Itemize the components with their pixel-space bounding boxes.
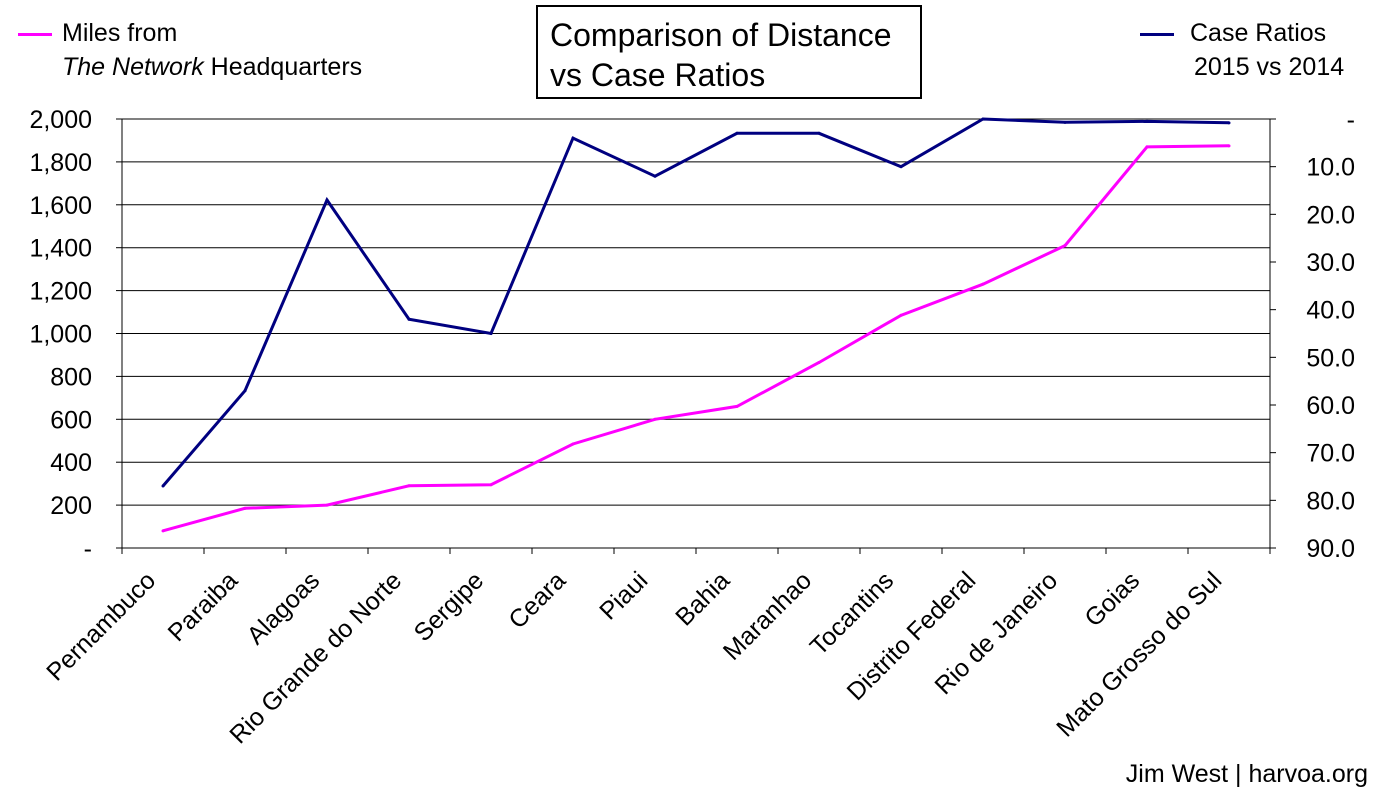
chart-title-box: Comparison of Distance vs Case Ratios: [536, 5, 922, 99]
case-ratios-data-point: [981, 117, 985, 121]
right-axis-tick-label: 30.0: [1306, 249, 1355, 277]
miles-data-point: [981, 282, 985, 286]
chart-title-line-2: vs Case Ratios: [550, 57, 766, 93]
right-axis-tick-label: 60.0: [1306, 392, 1355, 420]
legend-case-ratios: Case Ratios 2015 vs 2014: [1140, 16, 1370, 86]
credit-text: Jim West | harvoa.org: [1125, 760, 1368, 788]
left-axis-tick-label: 1,400: [29, 235, 92, 263]
right-axis-tick-label: 50.0: [1306, 344, 1355, 372]
miles-data-point: [325, 503, 329, 507]
legend-miles-rest: Headquarters: [203, 53, 363, 81]
left-axis-tick-label: 400: [50, 449, 92, 477]
left-axis-tick-label: 1,000: [29, 321, 92, 349]
case-ratios-data-point: [899, 165, 903, 169]
miles-data-point: [1063, 244, 1067, 248]
x-axis-category-label: Alagoas: [242, 566, 326, 650]
legend-miles-italic: The Network: [62, 53, 204, 81]
left-axis-tick-label: 2,000: [29, 106, 92, 134]
x-axis-category-label: Ceara: [503, 566, 571, 634]
chart-title-line-1: Comparison of Distance: [550, 17, 892, 53]
right-axis-tick-label: 10.0: [1306, 154, 1355, 182]
case-ratios-data-point: [407, 317, 411, 321]
case-ratios-data-point: [817, 131, 821, 135]
case-ratios-series-line: [161, 117, 1230, 487]
right-axis-tick-label: -: [1347, 106, 1355, 134]
x-axis-category-label: Sergipe: [409, 566, 490, 647]
legend-case-ratios-line-1: Case Ratios: [1190, 19, 1327, 47]
right-axis-tick-label: 80.0: [1306, 487, 1355, 515]
miles-data-point: [489, 483, 493, 487]
miles-series-line: [162, 144, 1230, 533]
left-axis-tick-label: 1,800: [29, 149, 92, 177]
legend-miles-line-1: Miles from: [62, 19, 178, 47]
miles-data-point: [817, 360, 821, 364]
case-ratios-data-point: [571, 136, 575, 140]
miles-data-point: [653, 417, 657, 421]
legend-miles-swatch: [18, 33, 52, 36]
case-ratios-data-point: [1227, 121, 1231, 125]
legend-case-ratios-swatch: [1140, 33, 1174, 36]
left-axis-tick-label: 1,200: [29, 278, 92, 306]
case-ratios-data-point: [1145, 119, 1149, 123]
miles-data-point: [899, 313, 903, 317]
right-axis-tick-label: 90.0: [1306, 535, 1355, 563]
miles-data-point: [1145, 145, 1149, 149]
right-axis-tick-label: 20.0: [1306, 201, 1355, 229]
x-axis-category-label: Piaui: [594, 566, 653, 625]
case-ratios-data-point: [325, 198, 329, 202]
legend-miles: Miles from The Network Headquarters: [18, 16, 408, 86]
x-axis-category-label: Paraiba: [163, 566, 244, 647]
left-axis-tick-label: 800: [50, 363, 92, 391]
case-ratios-data-point: [161, 484, 165, 488]
left-axis-tick-label: 1,600: [29, 192, 92, 220]
case-ratios-data-point: [735, 131, 739, 135]
case-ratios-data-point: [243, 389, 247, 393]
miles-data-point: [161, 529, 165, 533]
x-axis-category-label: Mato Grosso do Sul: [1051, 566, 1227, 742]
legend-case-ratios-line-2: 2015 vs 2014: [1194, 53, 1345, 81]
right-axis-tick-label: 40.0: [1306, 297, 1355, 325]
miles-data-point: [407, 484, 411, 488]
miles-data-point: [243, 506, 247, 510]
x-axis-category-label: Bahia: [670, 566, 735, 631]
right-axis-tick-label: 70.0: [1306, 440, 1355, 468]
x-axis-category-label: Maranhao: [718, 566, 817, 665]
x-axis-category-label: Pernambuco: [41, 566, 161, 686]
case-ratios-data-point: [653, 174, 657, 178]
miles-data-point: [735, 404, 739, 408]
miles-data-point: [571, 442, 575, 446]
left-axis-tick-label: -: [84, 535, 92, 563]
left-axis-tick-label: 200: [50, 492, 92, 520]
x-axis-category-label: Goias: [1079, 566, 1145, 632]
left-axis-tick-label: 600: [50, 406, 92, 434]
legend-miles-line-2: The Network Headquarters: [62, 50, 362, 84]
case-ratios-data-point: [1063, 120, 1067, 124]
case-ratios-data-point: [489, 332, 493, 335]
miles-data-point: [1227, 144, 1231, 148]
